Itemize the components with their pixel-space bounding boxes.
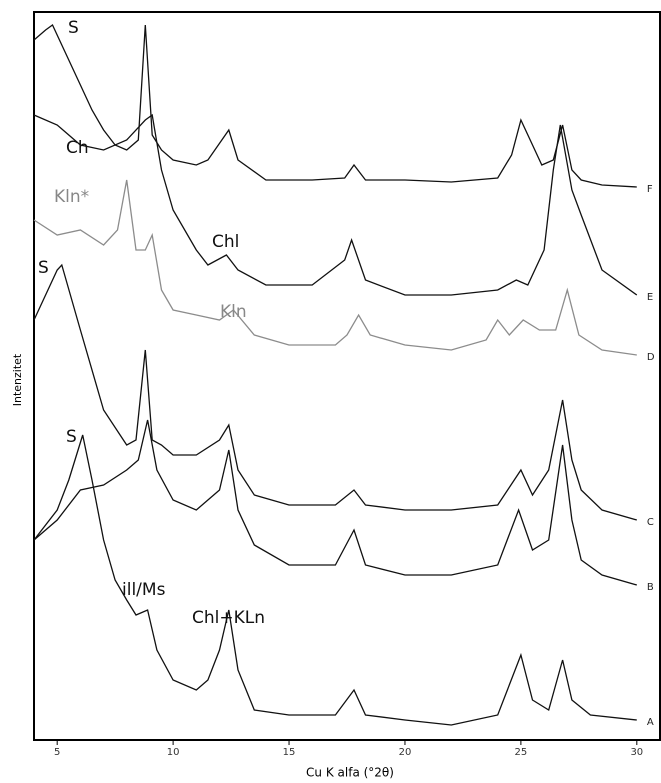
series-label: F xyxy=(647,184,653,195)
x-tick-label: 20 xyxy=(399,747,412,758)
annotation: Kln xyxy=(220,302,247,322)
plot-frame xyxy=(33,11,661,741)
x-axis-title: Cu K alfa (°2θ) xyxy=(306,766,394,780)
annotation: Ch xyxy=(66,138,89,158)
annotation: Chl+KLn xyxy=(192,608,265,628)
series-label: E xyxy=(647,292,653,303)
x-tick-label: 5 xyxy=(54,747,60,758)
annotation: ill/Ms xyxy=(122,580,166,600)
annotation: S xyxy=(66,427,77,447)
series-label: D xyxy=(647,352,655,363)
series-line xyxy=(33,263,637,521)
series-line xyxy=(33,24,637,188)
annotation: Chl xyxy=(212,232,239,252)
x-tick-label: 10 xyxy=(167,747,180,758)
annotation: Kln* xyxy=(54,187,89,207)
series-line xyxy=(33,113,638,296)
y-axis-title: Intenzitet xyxy=(11,353,24,406)
series-label: B xyxy=(647,582,654,593)
annotation: S xyxy=(38,258,49,278)
x-tick-label: 30 xyxy=(630,747,643,758)
series-line xyxy=(33,419,637,586)
series-line xyxy=(33,434,637,726)
x-tick-label: 25 xyxy=(515,747,528,758)
series-label: C xyxy=(647,517,654,528)
annotation: S xyxy=(68,18,79,38)
series-line xyxy=(33,179,637,356)
x-tick-label: 15 xyxy=(283,747,296,758)
series-label: A xyxy=(647,717,654,728)
